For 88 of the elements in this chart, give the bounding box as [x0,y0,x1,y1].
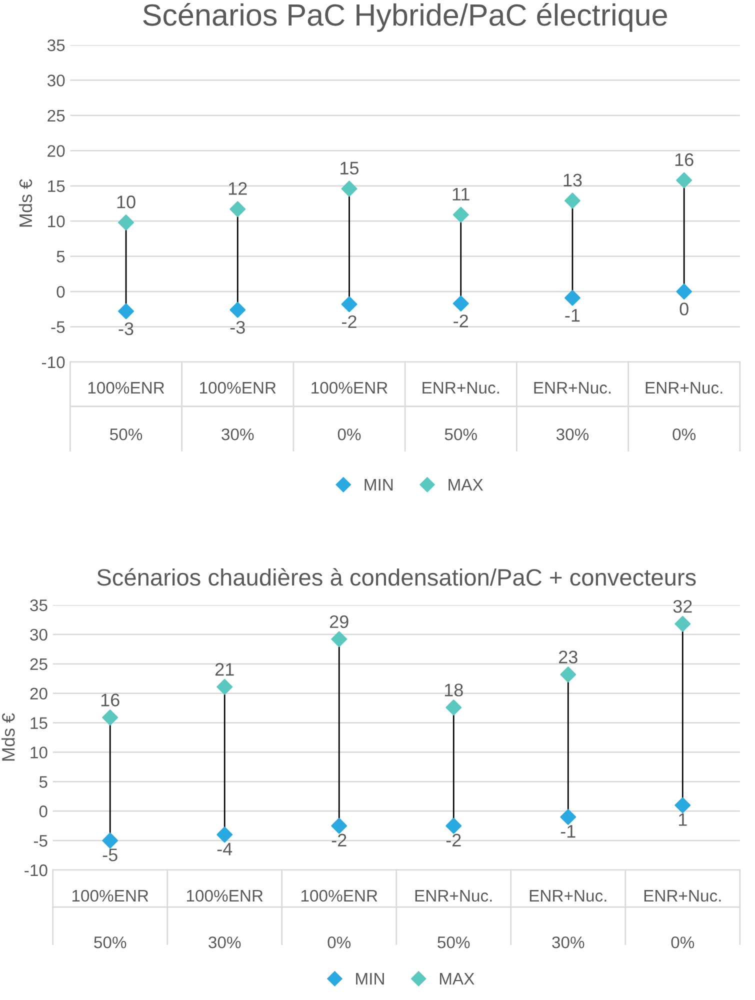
point [230,201,246,218]
point [118,214,134,230]
y-tick-label: 0 [39,806,48,818]
data-label: -2 [342,315,356,328]
point [446,818,462,834]
data-label: 21 [215,663,234,676]
point [331,818,348,834]
data-label: -3 [118,322,134,336]
point [102,710,118,726]
data-label: 29 [330,615,348,628]
point [452,206,469,223]
category-label: 100%ENR 50% [72,890,148,948]
y-tick-label: 30 [30,628,48,641]
data-label: -5 [102,848,118,862]
category-label: 100%ENR 30% [200,382,276,440]
data-label: 16 [101,694,120,706]
y-tick-label: 25 [30,658,48,670]
y-axis-title: Mds € [2,713,15,761]
data-label: -1 [560,825,576,838]
y-tick-label: -10 [42,356,65,368]
y-tick-label: 30 [47,74,65,86]
data-label: 23 [559,650,578,664]
y-axis-title: Mds € [18,179,32,227]
y-tick-label: 5 [56,250,65,263]
y-tick-label: 25 [48,110,65,122]
category-label: ENR+Nuc. 50% [415,890,492,948]
category-label: ENR+Nuc. 30% [530,890,606,948]
y-tick-label: -10 [24,864,48,876]
category-label: 100%ENR 0% [301,890,378,948]
category-label: 100%ENR 50% [88,382,164,440]
y-tick-label: 35 [47,39,65,52]
point [341,180,358,197]
legend-label: MIN [356,973,384,985]
category-label: 100%ENR 30% [186,890,263,948]
data-label: -2 [446,834,461,846]
y-tick-label: 0 [56,286,65,298]
point [560,809,576,825]
data-label: -4 [217,842,232,856]
point [452,296,469,312]
category-label: ENR+Nuc. 50% [422,382,499,440]
legend-label: MIN [364,479,393,491]
category-label: 100%ENR 0% [312,382,388,440]
y-tick-label: 15 [48,180,65,192]
category-label: ENR+Nuc. 30% [534,382,611,440]
point [446,699,462,716]
data-label: 32 [673,600,692,613]
point [676,284,692,300]
chart-title: Scénarios PaC Hybride/PaC électrique [143,3,667,32]
chart-title: Scénarios chaudières à condensation/PaC + convecteurs [97,568,696,586]
point [674,797,691,814]
data-label: 1 [679,813,687,826]
data-label: -2 [332,834,346,846]
point [331,631,348,648]
y-tick-label: 5 [39,776,48,788]
category-label: ENR+Nuc. 0% [644,890,721,948]
point [341,296,358,312]
y-tick-label: 20 [30,688,48,700]
data-label: 11 [452,188,470,200]
point [118,303,134,320]
y-tick-label: 15 [30,717,48,729]
y-tick-label: 10 [48,216,65,228]
point [676,172,692,188]
data-label: 0 [680,302,688,316]
point [564,192,580,209]
data-label: 15 [340,162,359,175]
y-tick-label: 10 [30,746,48,758]
data-label: 12 [228,182,247,195]
point [216,678,233,695]
y-tick-label: -5 [51,321,65,333]
point [674,616,691,632]
point [564,290,580,306]
point [102,832,118,849]
point [230,302,246,318]
y-tick-label: 20 [48,145,65,157]
data-label: 18 [444,684,463,696]
category-label: ENR+Nuc. 0% [646,382,722,440]
legend-label: MAX [448,479,484,491]
data-label: -2 [454,314,468,328]
point [216,826,233,843]
y-tick-label: 35 [30,599,48,612]
data-label: 16 [675,153,694,166]
legend-label: MAX [440,973,474,985]
data-label: 10 [117,196,136,208]
point [560,666,576,682]
data-label: 13 [564,174,582,187]
data-label: -3 [230,320,245,334]
data-label: -1 [565,309,580,322]
y-tick-label: -5 [34,835,48,847]
